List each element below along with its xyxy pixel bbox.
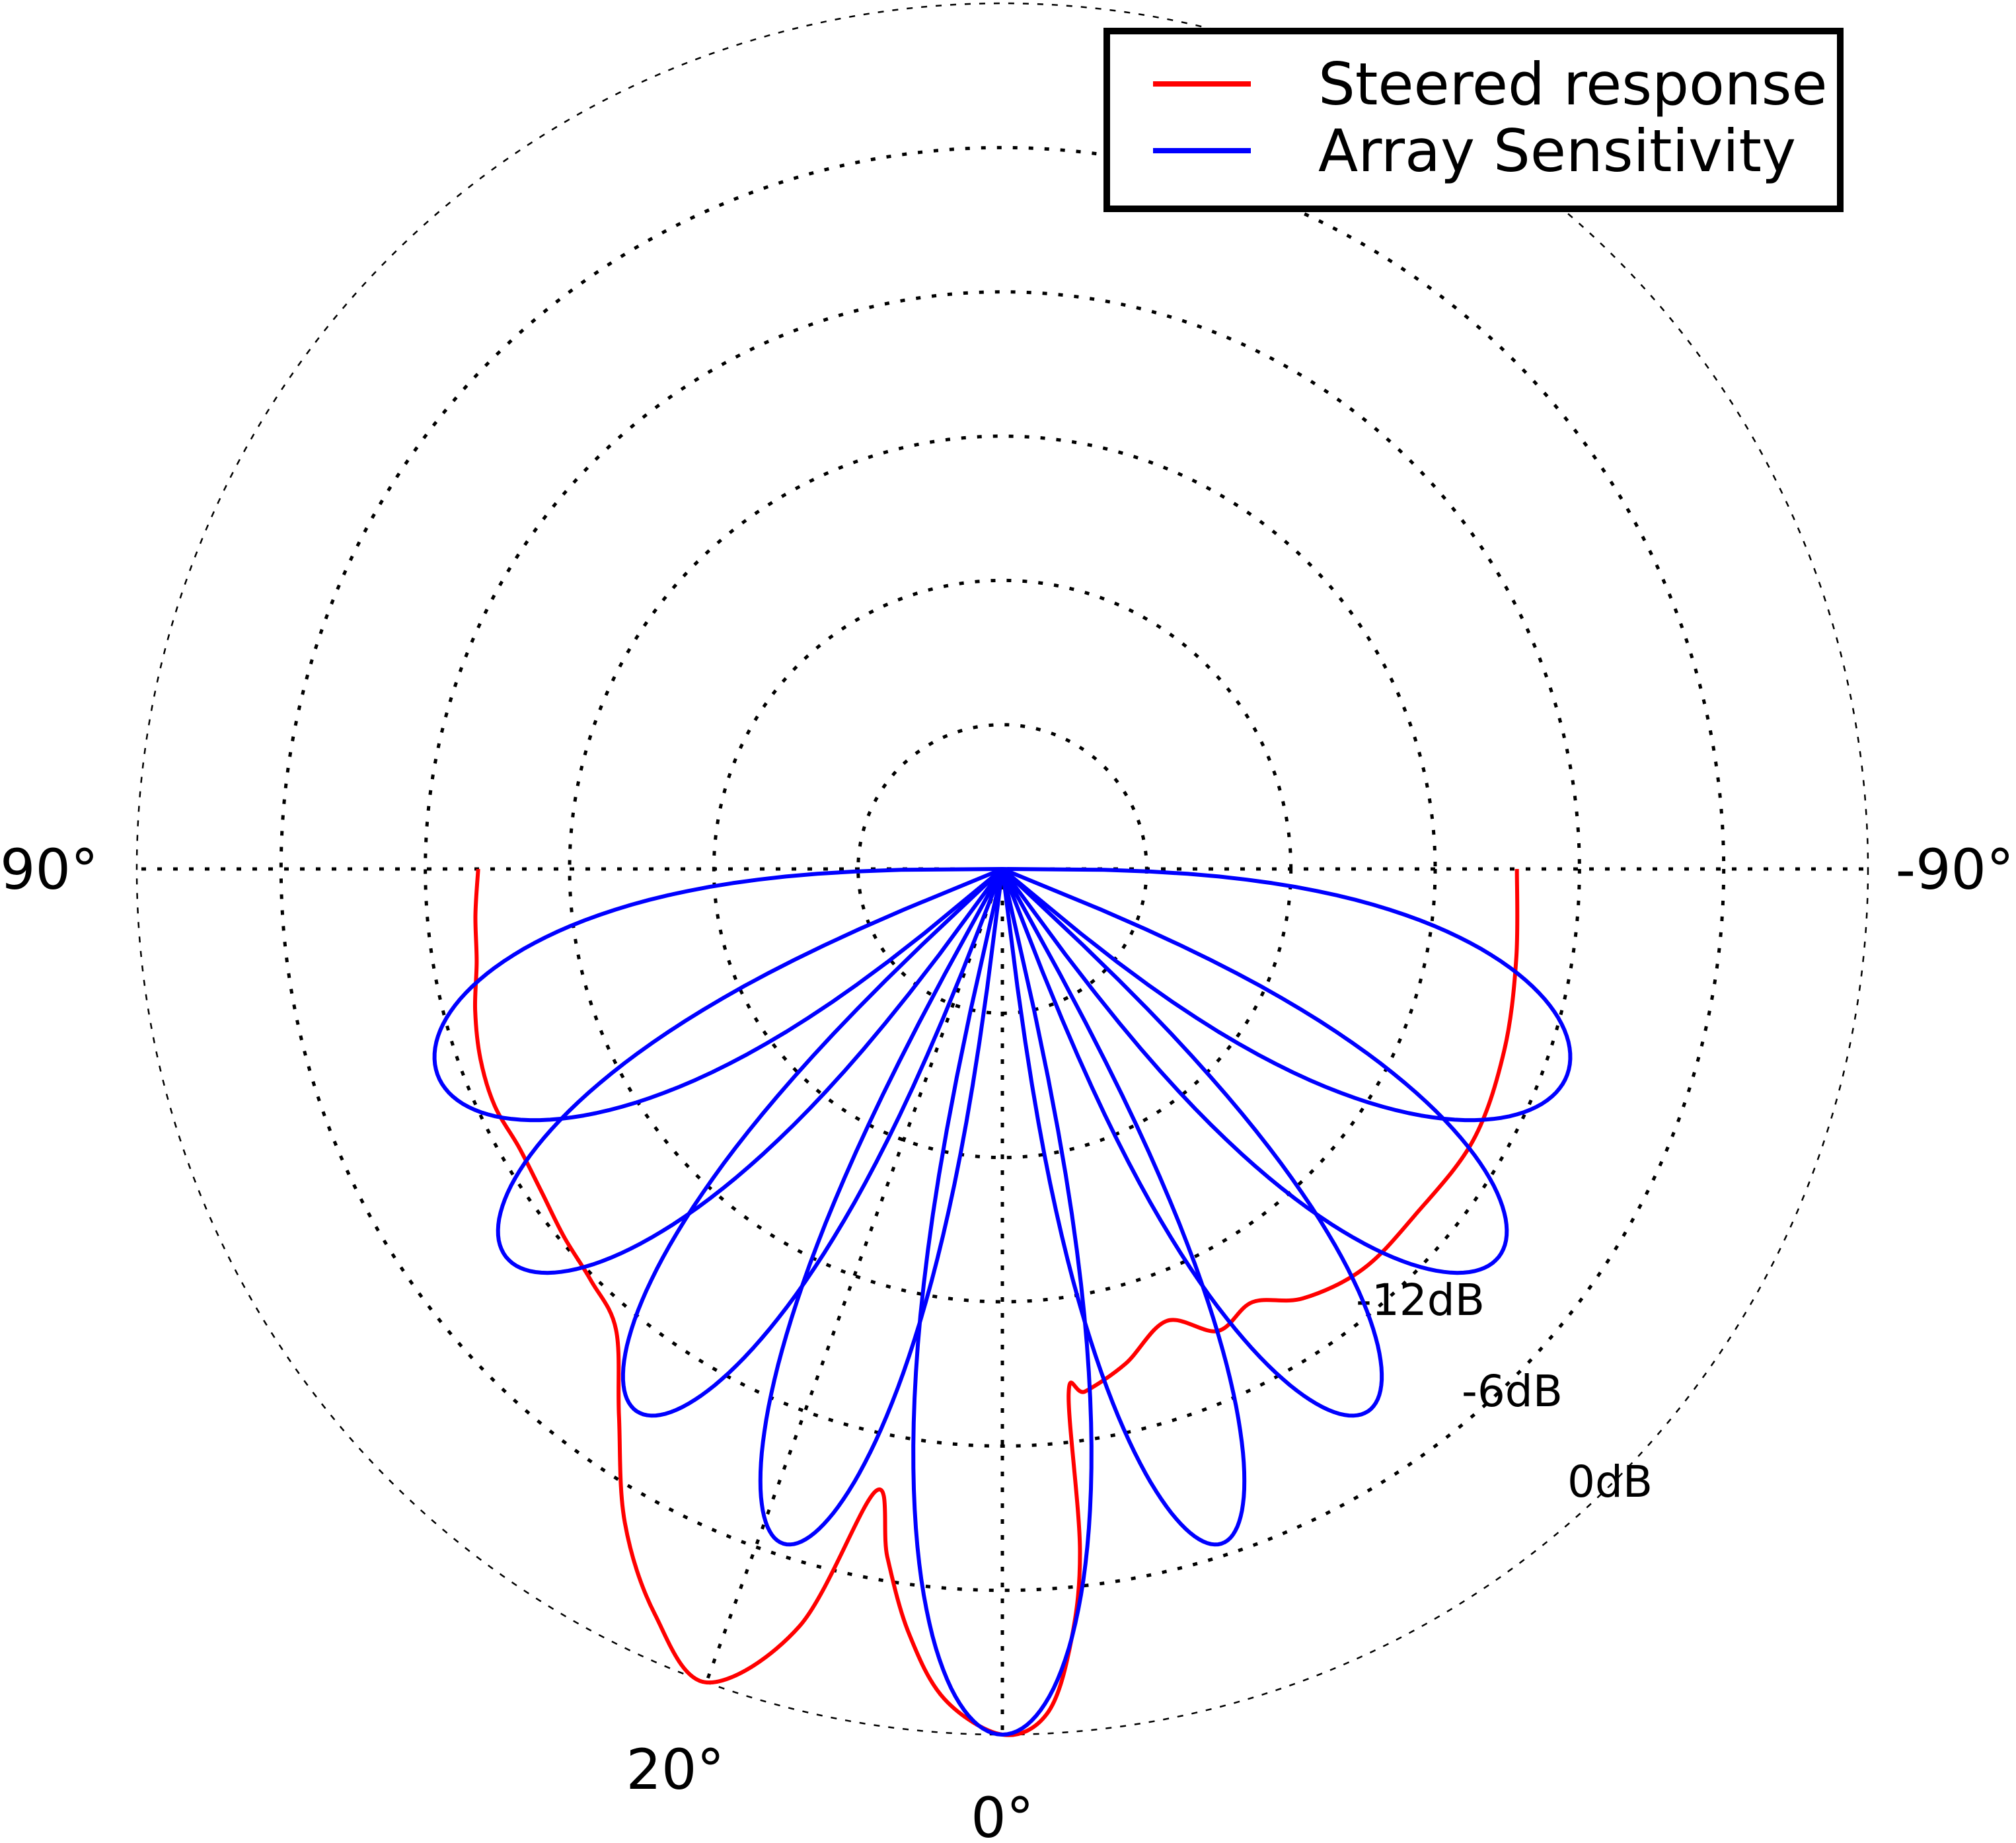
grid-spoke-20 (704, 868, 1004, 1683)
series-array-sensitivity-lobe-3 (620, 867, 1004, 1418)
series-array-sensitivity-lobe-2 (1000, 867, 1247, 1547)
grid-ring-m12db (424, 290, 1581, 1448)
series-array-sensitivity-lobe-5 (496, 867, 1004, 1275)
grid-layer (135, 2, 1869, 1736)
legend-box (1103, 28, 1844, 212)
grid-ring-0db (135, 2, 1869, 1736)
series-array-sensitivity-lobe-7 (432, 867, 1004, 1123)
angle-label-20: 20° (626, 1737, 725, 1802)
ring-label-m12db: -12dB (1356, 1275, 1485, 1326)
series-steered-response (472, 868, 1520, 1737)
angle-label-90: 90° (0, 837, 98, 902)
series-array-sensitivity-lobe-4 (1000, 867, 1384, 1418)
series-array-sensitivity-lobe-0 (911, 867, 1094, 1737)
series-array-sensitivity-lobe-6 (1000, 867, 1509, 1275)
angle-label-0: 0° (971, 1786, 1033, 1840)
angle-labels: 90° -90° 20° 0° (0, 837, 2014, 1843)
ring-label-m6db: -6dB (1462, 1366, 1563, 1417)
legend-label-array-sensitivity: Array Sensitivity (1318, 117, 1796, 185)
legend: Steered response Array Sensitivity (1103, 28, 1844, 212)
angle-label-m90: -90° (1896, 837, 2014, 902)
series-layer (432, 867, 1573, 1737)
series-array-sensitivity-lobe-8 (1000, 867, 1573, 1123)
series-array-sensitivity-lobe-1 (758, 867, 1004, 1547)
ring-label-0db: 0dB (1567, 1456, 1653, 1507)
legend-label-steered-response: Steered response (1318, 50, 1828, 118)
grid-ring-m6db (279, 145, 1726, 1593)
